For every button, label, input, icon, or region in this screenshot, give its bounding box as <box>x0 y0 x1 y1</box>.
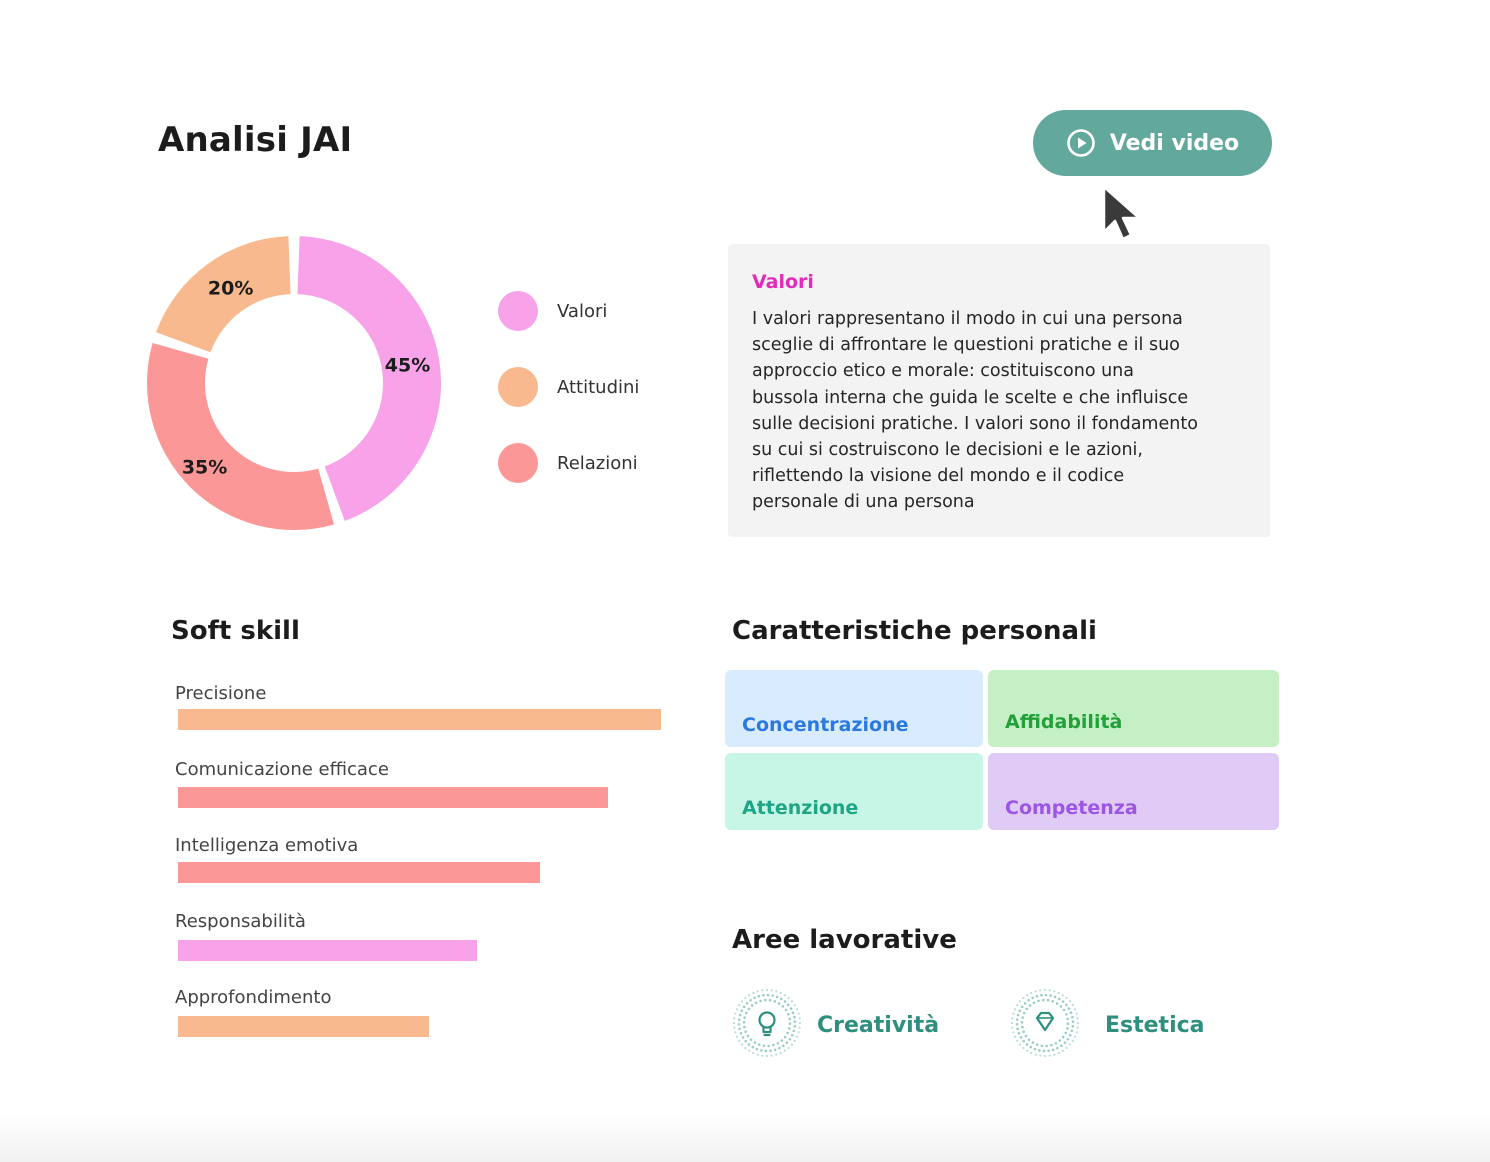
trait-tile-affidabilita: Affidabilità <box>988 670 1279 747</box>
skill-label: Comunicazione efficace <box>175 759 389 780</box>
skill-bar <box>178 709 661 730</box>
legend-label: Attitudini <box>557 376 640 398</box>
legend-item-attitudini: Attitudini <box>498 367 639 407</box>
trait-label: Competenza <box>1005 797 1138 819</box>
donut-segment-valori <box>297 236 441 521</box>
donut-segment-relazioni <box>147 342 335 530</box>
trait-tile-competenza: Competenza <box>988 753 1279 830</box>
work-area-creativita: Creatività <box>731 987 939 1063</box>
bottom-fade <box>0 1112 1490 1162</box>
work-area-label: Creatività <box>817 1012 940 1038</box>
play-circle-icon <box>1066 128 1096 158</box>
skill-label: Approfondimento <box>175 987 332 1008</box>
video-button-label: Vedi video <box>1109 130 1240 156</box>
trait-label: Attenzione <box>742 797 859 819</box>
legend-label: Relazioni <box>557 452 638 474</box>
skill-bar <box>178 940 477 961</box>
lightbulb-icon <box>731 987 803 1063</box>
trait-tile-concentrazione: Concentrazione <box>725 670 983 747</box>
legend-label: Valori <box>557 300 608 322</box>
legend-item-valori: Valori <box>498 291 607 331</box>
skill-label: Precisione <box>175 683 267 704</box>
description-title: Valori <box>752 271 814 293</box>
work-areas-title: Aree lavorative <box>732 925 957 955</box>
donut-label: 35% <box>182 456 227 478</box>
skill-label: Intelligenza emotiva <box>175 835 359 856</box>
trait-tile-attenzione: Attenzione <box>725 753 983 830</box>
donut-segment-attitudini <box>156 236 291 353</box>
legend-dot <box>498 443 538 483</box>
legend-item-relazioni: Relazioni <box>498 443 638 483</box>
legend-dot <box>498 291 538 331</box>
work-area-estetica: Estetica <box>1009 987 1205 1063</box>
personal-traits-title: Caratteristiche personali <box>732 616 1097 646</box>
trait-label: Concentrazione <box>742 714 909 736</box>
video-button[interactable]: Vedi video <box>1033 110 1272 176</box>
description-text: I valori rappresentano il modo in cui un… <box>752 309 1198 513</box>
skill-label: Responsabilità <box>175 911 306 932</box>
skill-bar <box>178 862 540 883</box>
donut-label: 20% <box>208 278 253 300</box>
work-area-label: Estetica <box>1105 1012 1205 1038</box>
donut-chart: 45% 35% 20% <box>147 236 441 530</box>
legend-dot <box>498 367 538 407</box>
skill-bar <box>178 1016 429 1037</box>
mouse-cursor-icon <box>1100 184 1144 246</box>
soft-skill-title: Soft skill <box>171 616 300 646</box>
description-panel: Valori I valori rappresentano il modo in… <box>728 244 1270 537</box>
trait-label: Affidabilità <box>1005 711 1123 733</box>
donut-label: 45% <box>385 355 430 377</box>
page-title: Analisi JAI <box>158 120 353 160</box>
skill-bar <box>178 787 608 808</box>
diamond-icon <box>1009 987 1081 1063</box>
